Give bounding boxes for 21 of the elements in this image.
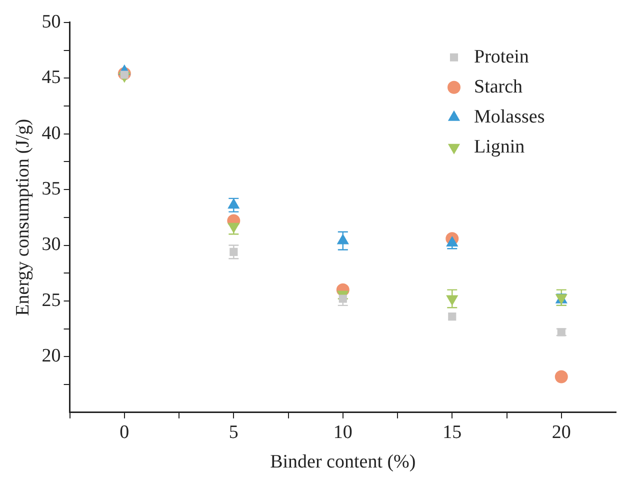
- point: [446, 295, 458, 306]
- y-tick-label: 45: [42, 67, 61, 88]
- legend-label: Protein: [474, 46, 530, 68]
- y-axis-title: Energy consumption (J/g): [12, 118, 34, 316]
- legend-label: Lignin: [474, 136, 526, 158]
- point: [228, 222, 240, 233]
- y-tick-label: 40: [42, 122, 61, 144]
- x-tick-label: 10: [333, 422, 352, 443]
- y-tick-label: 50: [42, 11, 61, 32]
- legend-label: Molasses: [474, 106, 545, 128]
- point: [554, 370, 568, 384]
- y-tick-label: 35: [42, 178, 61, 200]
- x-axis-title: Binder content (%): [270, 452, 416, 473]
- legend-label: Starch: [474, 76, 524, 98]
- y-tick-label: 25: [42, 290, 61, 311]
- x-tick-label: 0: [120, 422, 130, 443]
- x-tick-label: 20: [552, 422, 571, 443]
- y-tick-label: 20: [42, 346, 61, 367]
- x-tick-label: 5: [228, 422, 238, 443]
- y-tick-label: 30: [42, 234, 61, 256]
- x-tick-label: 15: [442, 422, 462, 443]
